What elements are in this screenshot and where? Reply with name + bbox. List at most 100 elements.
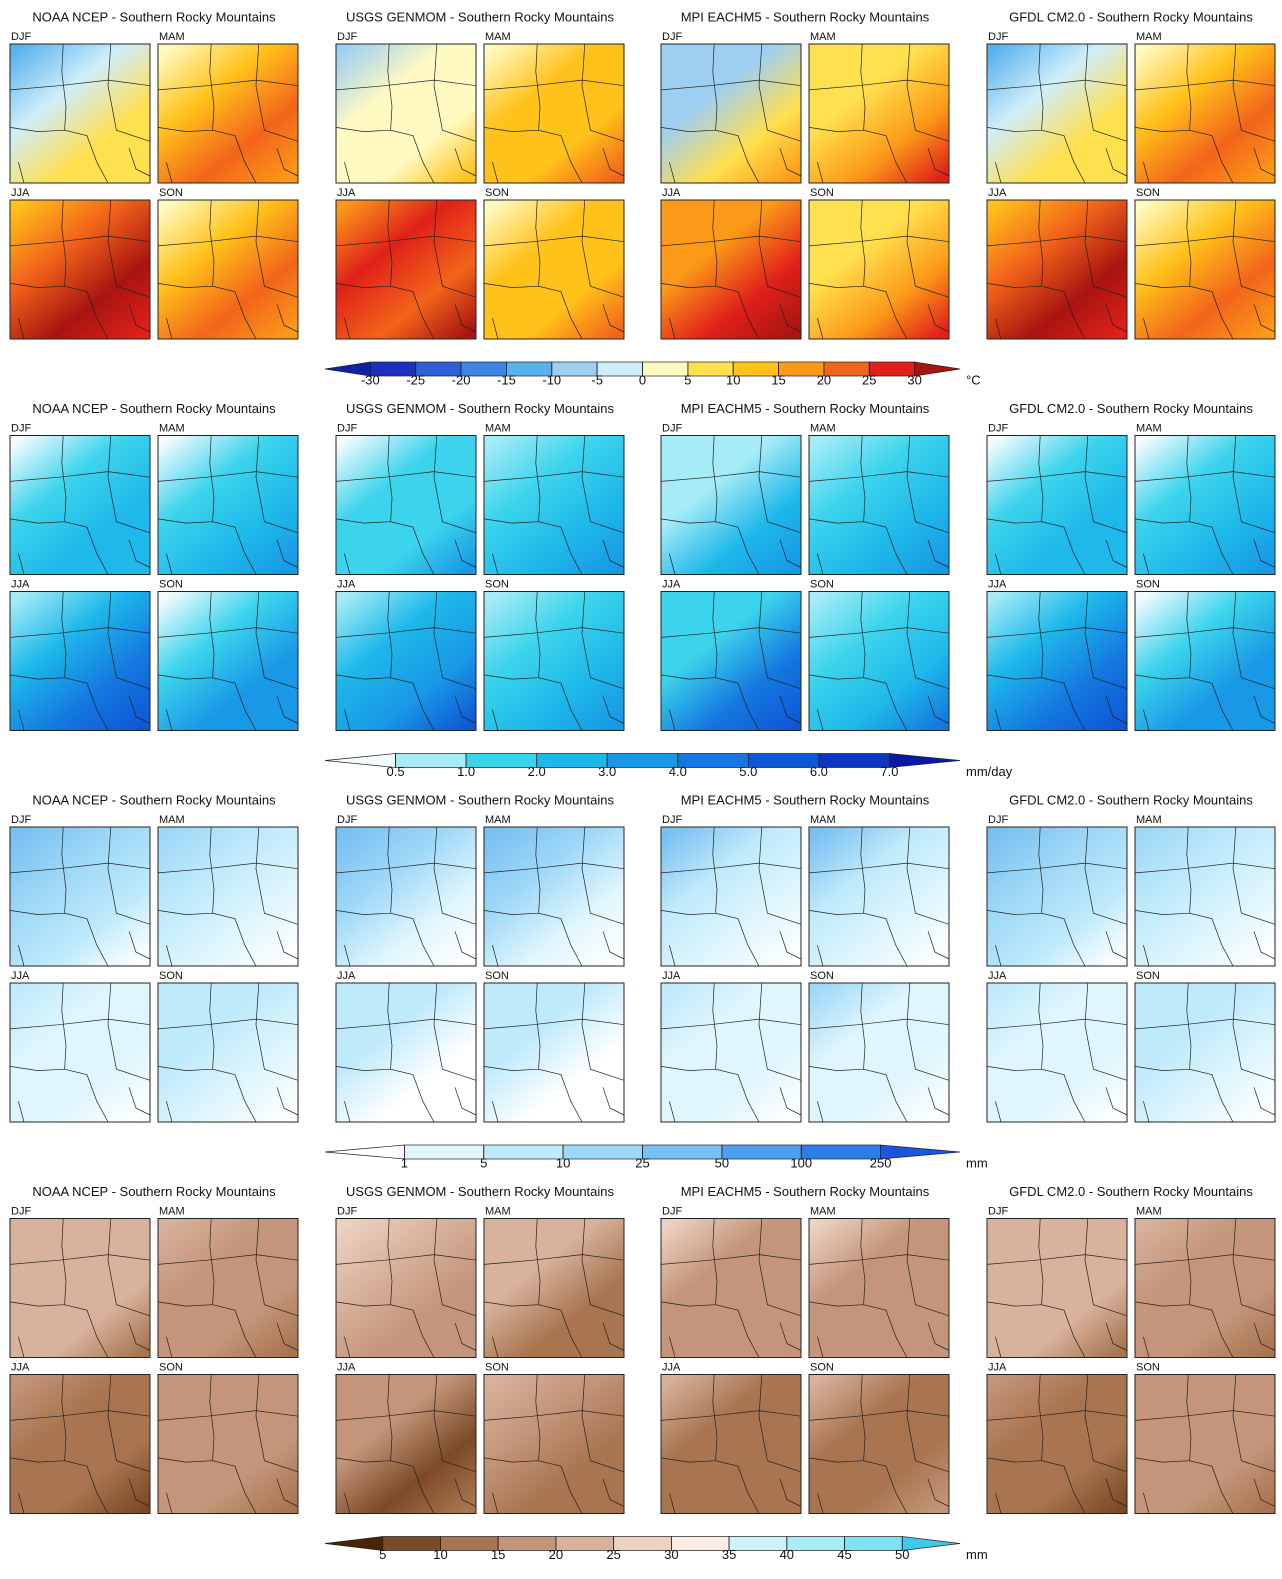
season-label: SON [159, 187, 183, 199]
map [987, 200, 1127, 339]
colorbar-end [881, 1145, 960, 1159]
colorbar-unit: mm [966, 1155, 988, 1170]
colorbar-segment [614, 1537, 672, 1551]
season-label: JJA [11, 578, 30, 590]
colorbar-segment [722, 1145, 801, 1159]
colorbar-segment [729, 1537, 787, 1551]
colorbar-tick-label: 45 [837, 1547, 851, 1562]
panel-title: USGS GENMOM - Southern Rocky Mountains [346, 401, 615, 416]
map [10, 983, 150, 1122]
colorbar-tick-label: 25 [606, 1547, 620, 1562]
colorbar-tick-label: 25 [635, 1155, 649, 1170]
map [336, 436, 476, 575]
colorbar-tick-label: 1.0 [457, 764, 475, 779]
panel-title: MPI EACHM5 - Southern Rocky Mountains [681, 401, 930, 416]
season-label: DJF [11, 31, 31, 43]
panel-title: NOAA NCEP - Southern Rocky Mountains [32, 792, 276, 807]
panel-title: USGS GENMOM - Southern Rocky Mountains [346, 792, 615, 807]
map [809, 200, 949, 339]
colorbar-tick-label: 40 [780, 1547, 794, 1562]
colorbar-segment [383, 1537, 441, 1551]
map [158, 1375, 298, 1514]
season-label: DJF [337, 31, 357, 43]
colorbar-tick-label: 50 [715, 1155, 729, 1170]
colorbar-segment [484, 1145, 563, 1159]
map [158, 1219, 298, 1358]
colorbar-segment [845, 1537, 903, 1551]
season-label: MAM [1136, 422, 1162, 434]
colorbar-tick-label: 15 [771, 372, 785, 387]
map [987, 592, 1127, 731]
colorbar-tick-label: 20 [549, 1547, 563, 1562]
map [336, 983, 476, 1122]
season-label: MAM [159, 422, 185, 434]
map [158, 44, 298, 183]
colorbar-tick-label: 6.0 [810, 764, 828, 779]
panel-title: NOAA NCEP - Southern Rocky Mountains [32, 9, 276, 24]
map [10, 592, 150, 731]
colorbar-tick-label: 3.0 [598, 764, 616, 779]
season-label: JJA [988, 187, 1007, 199]
season-label: SON [159, 1361, 183, 1373]
panel-title: GFDL CM2.0 - Southern Rocky Mountains [1009, 1184, 1253, 1199]
map [1135, 1375, 1275, 1514]
panel-title: NOAA NCEP - Southern Rocky Mountains [32, 1184, 276, 1199]
colorbar-tick-label: 25 [862, 372, 876, 387]
colorbar-segment [396, 754, 467, 768]
panel-title: GFDL CM2.0 - Southern Rocky Mountains [1009, 792, 1253, 807]
season-label: DJF [11, 814, 31, 826]
colorbar-tick-label: 1 [401, 1155, 408, 1170]
map [10, 827, 150, 966]
season-label: DJF [337, 1205, 357, 1217]
season-label: SON [1136, 187, 1160, 199]
map [158, 983, 298, 1122]
colorbar-segment [556, 1537, 614, 1551]
colorbar-segment [563, 1145, 642, 1159]
panel-title: GFDL CM2.0 - Southern Rocky Mountains [1009, 9, 1253, 24]
map [809, 827, 949, 966]
season-label: DJF [662, 31, 682, 43]
season-label: MAM [1136, 31, 1162, 43]
map [336, 1219, 476, 1358]
season-label: SON [1136, 970, 1160, 982]
colorbar-tick-label: 35 [722, 1547, 736, 1562]
colorbar-segment [607, 754, 678, 768]
map [809, 44, 949, 183]
season-label: SON [485, 1361, 509, 1373]
panel-title: MPI EACHM5 - Southern Rocky Mountains [681, 1184, 930, 1199]
season-label: MAM [810, 422, 836, 434]
map [661, 1219, 801, 1358]
map [336, 200, 476, 339]
season-label: JJA [337, 187, 356, 199]
map [484, 1375, 624, 1514]
colorbar-segment [787, 1537, 845, 1551]
season-label: DJF [337, 814, 357, 826]
season-label: SON [485, 578, 509, 590]
colorbar-unit: mm [966, 1547, 988, 1562]
panel-title: USGS GENMOM - Southern Rocky Mountains [346, 1184, 615, 1199]
panel-title: MPI EACHM5 - Southern Rocky Mountains [681, 9, 930, 24]
map [336, 592, 476, 731]
season-label: JJA [11, 187, 30, 199]
map [1135, 983, 1275, 1122]
season-label: DJF [988, 422, 1008, 434]
season-label: JJA [662, 187, 681, 199]
colorbar-segment [404, 1145, 483, 1159]
season-label: DJF [662, 1205, 682, 1217]
season-label: SON [485, 187, 509, 199]
map [661, 983, 801, 1122]
map [10, 1375, 150, 1514]
map [661, 200, 801, 339]
map [158, 592, 298, 731]
season-label: JJA [988, 1361, 1007, 1373]
colorbar-tick-label: 5 [379, 1547, 386, 1562]
map [661, 436, 801, 575]
colorbar-segment [643, 1145, 722, 1159]
colorbar-end [325, 1537, 383, 1551]
map [336, 44, 476, 183]
map [987, 983, 1127, 1122]
season-label: JJA [662, 1361, 681, 1373]
map [1135, 436, 1275, 575]
map [809, 592, 949, 731]
map [1135, 44, 1275, 183]
